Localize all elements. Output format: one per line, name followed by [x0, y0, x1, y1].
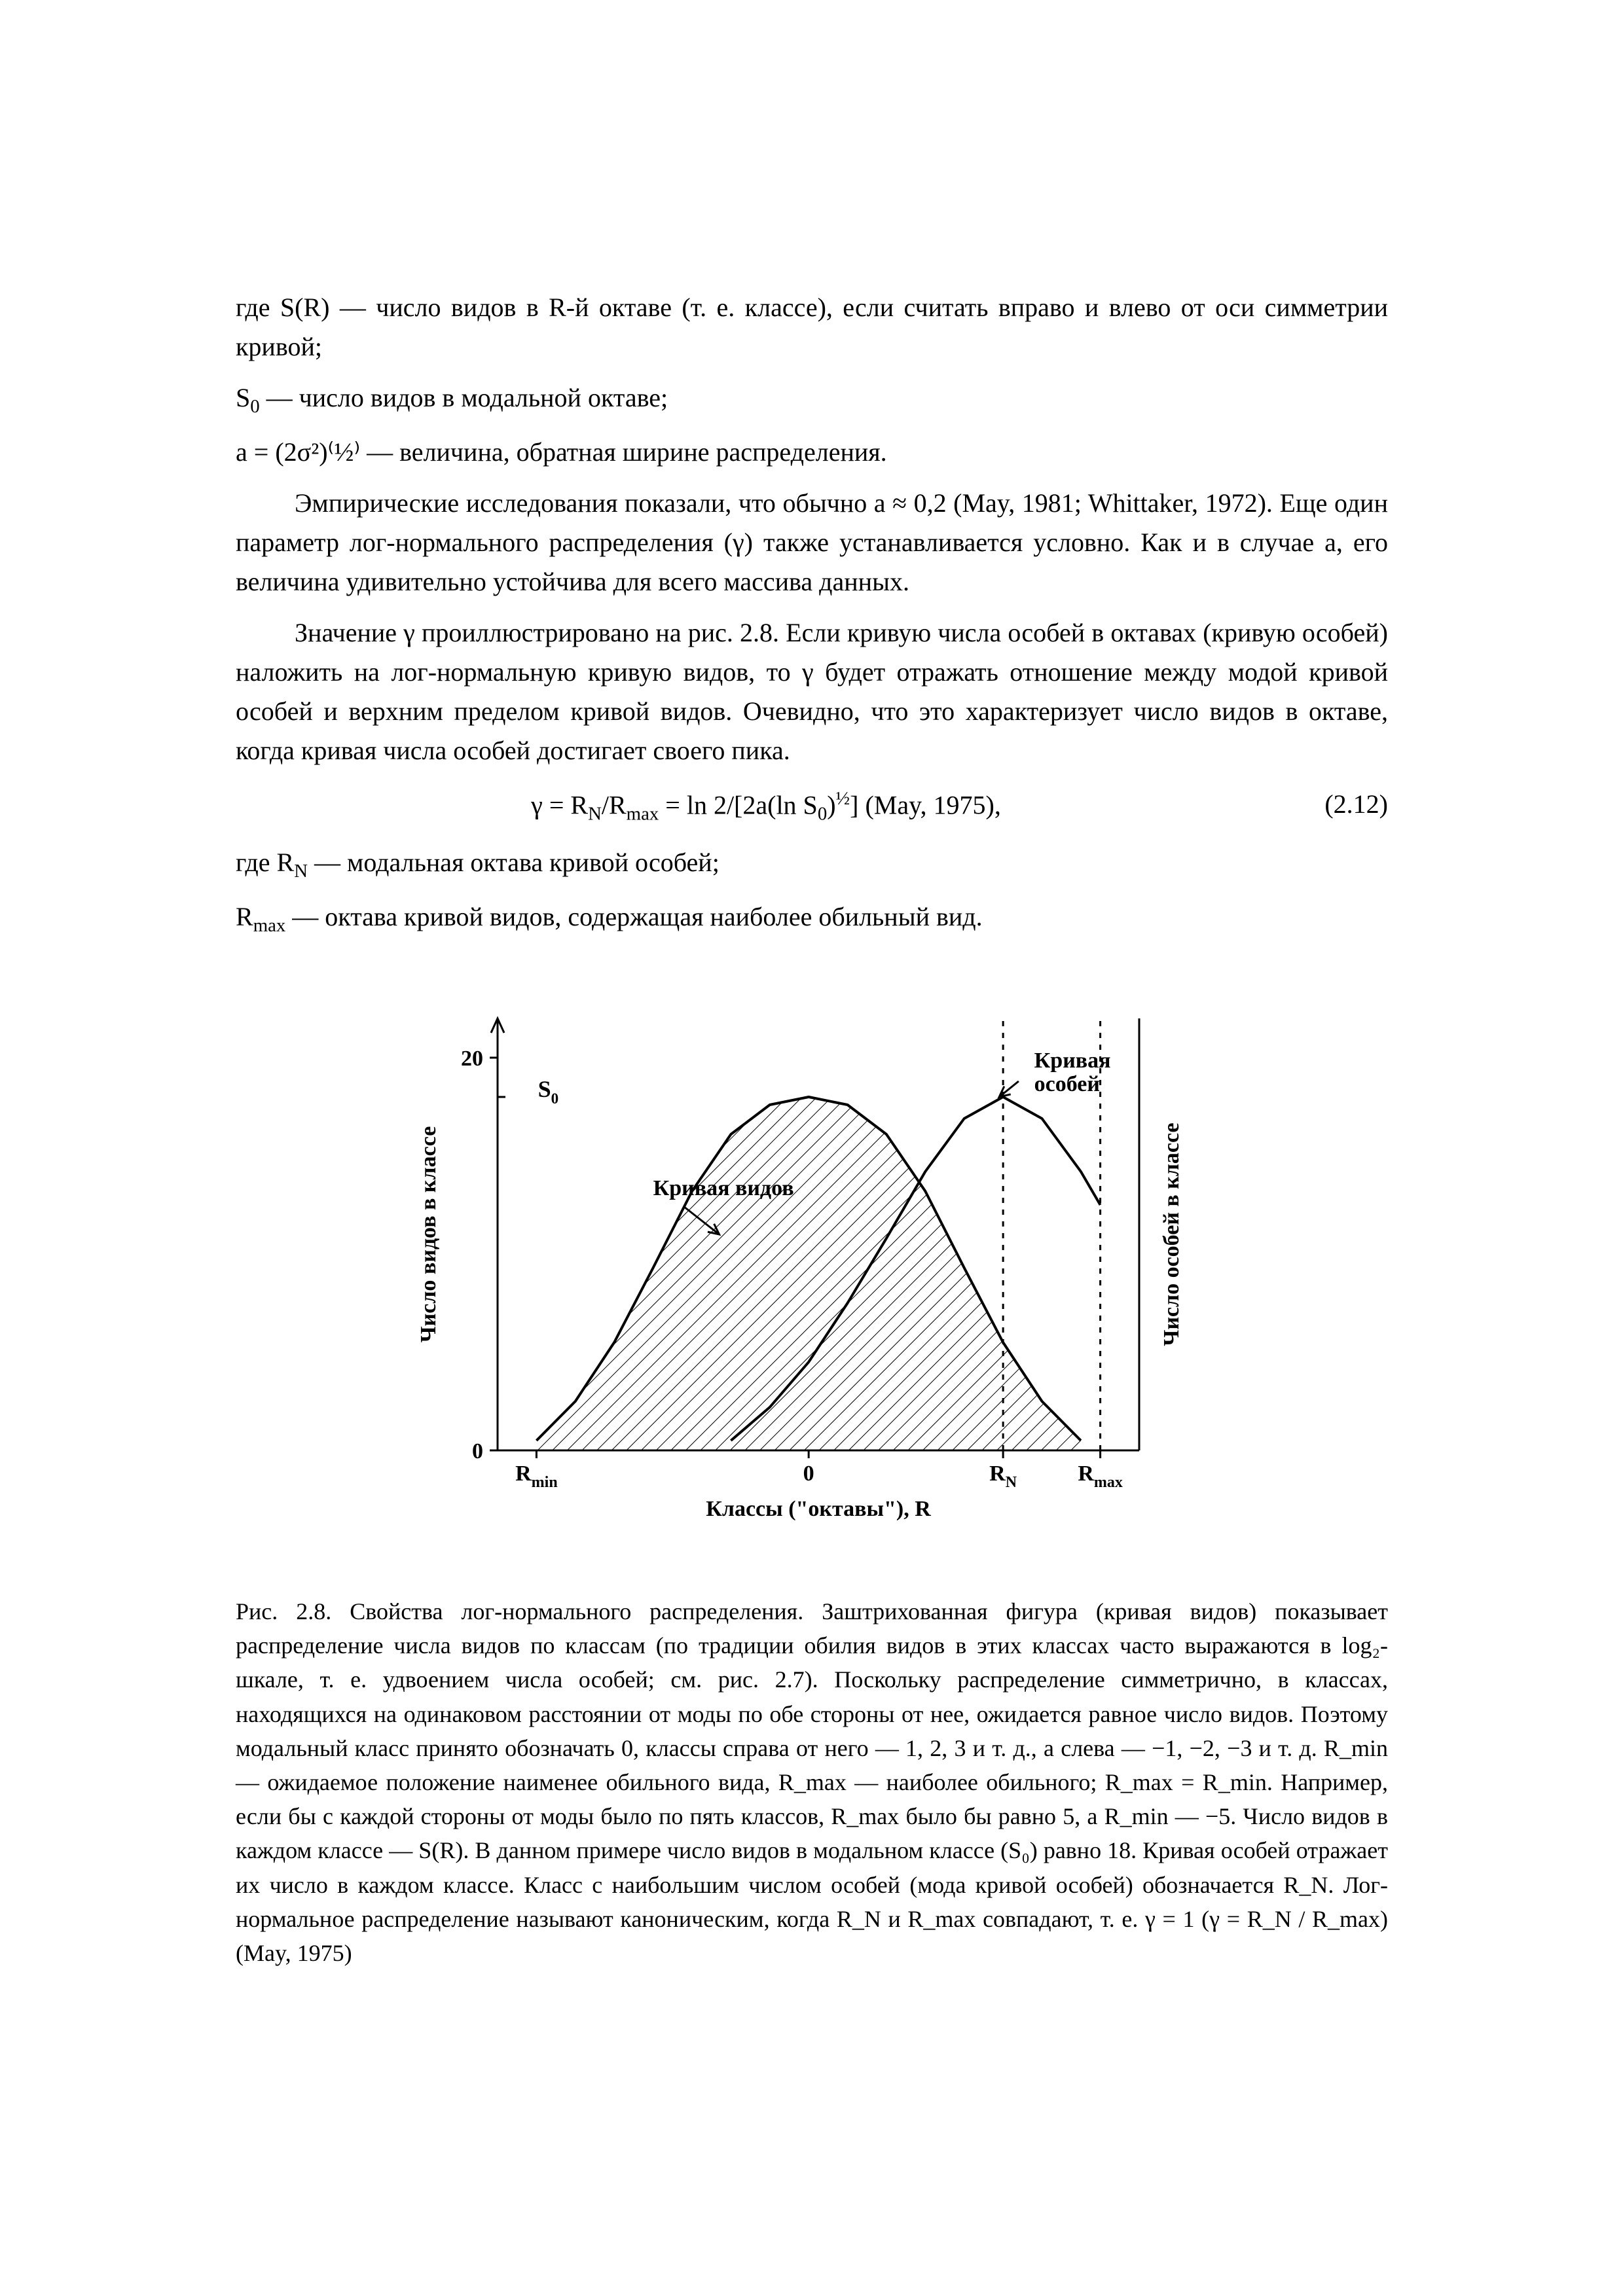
definition-text: a = (2σ²)⁽½⁾ — величина, обратная ширине… [236, 437, 887, 467]
paragraph-text: Значение γ проиллюстрировано на рис. 2.8… [236, 618, 1388, 765]
page: где S(R) — число видов в R-й октаве (т. … [0, 0, 1623, 2296]
content-column: где S(R) — число видов в R-й октаве (т. … [236, 288, 1388, 1994]
paragraph-text: Эмпирические исследования показали, что … [236, 488, 1388, 596]
paragraph: Эмпирические исследования показали, что … [236, 484, 1388, 601]
svg-text:Rmax: Rmax [1078, 1462, 1123, 1491]
symbol: S [236, 383, 250, 412]
svg-text:особей: особей [1034, 1072, 1100, 1096]
equation-number: (2.12) [1296, 785, 1388, 829]
svg-text:0: 0 [472, 1439, 483, 1463]
svg-text:0: 0 [803, 1462, 814, 1486]
equation-body: γ = RN/Rmax = ln 2/[2a(ln S0)½] (May, 19… [531, 785, 1001, 829]
svg-text:Кривая: Кривая [1034, 1049, 1111, 1073]
text: — модальная октава кривой особей; [308, 848, 720, 877]
definition-text: — число видов в модальной октаве; [260, 383, 668, 412]
definition-line: Rmax — октава кривой видов, содержащая н… [236, 897, 1388, 940]
figure-2-8: 20 0 Rmin 0 RN Rmax Классы ("октавы"), R Число … [386, 979, 1237, 1568]
svg-text:20: 20 [461, 1047, 483, 1071]
svg-text:Число видов в классе: Число видов в классе [416, 1126, 441, 1343]
svg-text:Классы ("октавы"), R: Классы ("октавы"), R [706, 1497, 931, 1521]
definition-line: S0 — число видов в модальной октаве; [236, 378, 1388, 421]
svg-text:RN: RN [989, 1462, 1017, 1491]
figure-caption: Рис. 2.8. Свойства лог-нормального распр… [236, 1594, 1388, 1970]
definition-line: a = (2σ²)⁽½⁾ — величина, обратная ширине… [236, 433, 1388, 472]
text: R [236, 902, 253, 931]
text: где R [236, 848, 294, 877]
subscript: 0 [250, 396, 259, 417]
subscript: N [294, 861, 308, 882]
equation-row: γ = RN/Rmax = ln 2/[2a(ln S0)½] (May, 19… [236, 785, 1388, 829]
subscript: max [253, 915, 286, 936]
figure-svg: 20 0 Rmin 0 RN Rmax Классы ("октавы"), R Число … [386, 979, 1237, 1568]
svg-text:Кривая видов: Кривая видов [653, 1176, 794, 1200]
svg-text:S0: S0 [538, 1076, 559, 1107]
svg-text:Rmin: Rmin [515, 1462, 558, 1491]
svg-text:Число особей в классе: Число особей в классе [1159, 1122, 1184, 1346]
paragraph: Значение γ проиллюстрировано на рис. 2.8… [236, 613, 1388, 770]
definition-line: где RN — модальная октава кривой особей; [236, 843, 1388, 886]
text: — октава кривой видов, содержащая наибол… [285, 902, 982, 931]
paragraph: где S(R) — число видов в R-й октаве (т. … [236, 288, 1388, 367]
